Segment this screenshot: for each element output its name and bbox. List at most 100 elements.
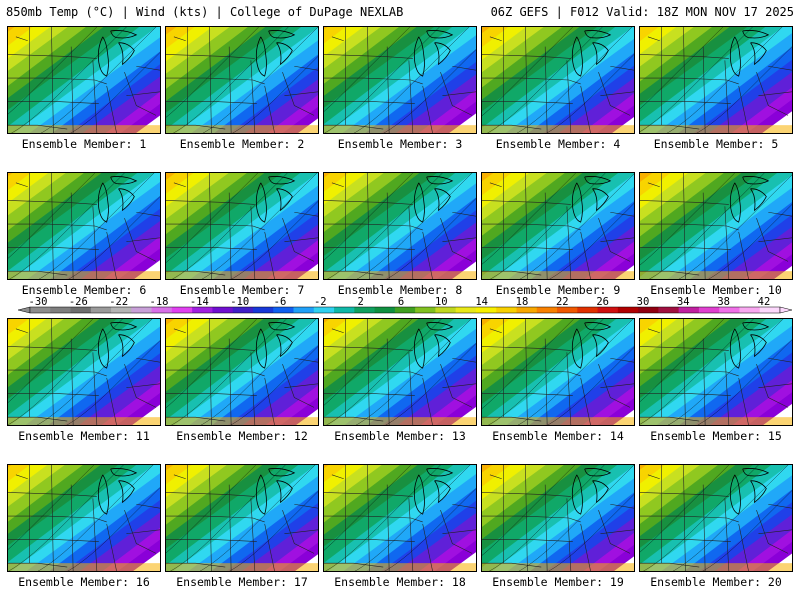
ensemble-map-panel [639,464,793,572]
ensemble-map-panel [323,26,477,134]
colorbar-swatch [658,307,680,313]
colorbar-tick-label: -10 [230,296,249,308]
ensemble-map-panel [165,26,319,134]
ensemble-member-label: Ensemble Member: 20 [650,575,782,589]
colorbar-swatch [536,307,558,313]
colorbar-tick-label: -18 [150,296,169,308]
temperature-field-map [640,319,792,425]
colorbar-graphic: -30 -26 -22 -18 -14 -10 -6 -2 2 6 10 14 18 22 26 30 34 38… [17,296,793,314]
colorbar-tick-label: 2 [358,296,364,308]
ensemble-member-label: Ensemble Member: 18 [334,575,466,589]
colorbar-swatch [516,307,538,313]
ensemble-member-label: Ensemble Member: 19 [492,575,624,589]
ensemble-map-panel [323,318,477,426]
colorbar-swatch [475,307,497,313]
colorbar-swatch [232,307,254,313]
temperature-field-map [640,465,792,571]
colorbar-swatch [212,307,234,313]
ensemble-member-label: Ensemble Member: 9 [495,283,621,297]
colorbar-tick-label: 30 [637,296,650,308]
temperature-colorbar: -30 -26 -22 -18 -14 -10 -6 -2 2 6 10 14 18 22 26 30 34 38… [0,296,800,320]
temperature-field-map [8,319,160,425]
colorbar-swatch [50,307,71,313]
colorbar-swatch [111,307,132,313]
colorbar-tick-label: -22 [109,296,128,308]
colorbar-swatch [496,307,517,313]
ensemble-map-panel [639,318,793,426]
ensemble-member-label: Ensemble Member: 14 [492,429,624,443]
colorbar-swatch [597,307,619,313]
colorbar-swatch [151,307,173,313]
temperature-field-map [324,465,476,571]
temperature-field-map [166,173,318,279]
colorbar-swatch [455,307,477,313]
temperature-field-map [166,465,318,571]
ensemble-member-label: Ensemble Member: 17 [176,575,308,589]
colorbar-swatch [171,307,193,313]
colorbar-swatch [557,307,578,313]
colorbar-swatch [638,307,659,313]
temperature-field-map [482,173,634,279]
colorbar-swatch [739,307,761,313]
temperature-field-map [482,465,634,571]
ensemble-member-label: Ensemble Member: 4 [495,137,621,151]
colorbar-swatch [374,307,396,313]
ensemble-map-panel [323,464,477,572]
colorbar-swatch [131,307,153,313]
colorbar-swatch [415,307,436,313]
ensemble-map-panel [481,464,635,572]
colorbar-tick-label: 34 [677,296,690,308]
ensemble-map-panel [165,464,319,572]
ensemble-map-panel [639,172,793,280]
temperature-field-map [482,27,634,133]
colorbar-swatch [293,307,315,313]
ensemble-map-panel [165,318,319,426]
ensemble-member-label: Ensemble Member: 5 [653,137,779,151]
colorbar-swatch [435,307,457,313]
ensemble-map-panel [7,26,161,134]
temperature-field-map [324,27,476,133]
ensemble-map-panel [481,172,635,280]
ensemble-member-label: Ensemble Member: 3 [337,137,463,151]
colorbar-swatch [577,307,598,313]
ensemble-member-label: Ensemble Member: 7 [179,283,305,297]
temperature-field-map [482,319,634,425]
colorbar-swatch [313,307,335,313]
colorbar-tick-label: 18 [516,296,529,308]
ensemble-member-label: Ensemble Member: 1 [21,137,147,151]
colorbar-swatch [759,307,781,313]
product-title: 850mb Temp (°C) | Wind (kts) | College o… [6,5,404,19]
colorbar-swatch [90,307,112,313]
colorbar-swatch [192,307,213,313]
ensemble-map-panel [323,172,477,280]
page-header: 850mb Temp (°C) | Wind (kts) | College o… [0,0,800,24]
temperature-field-map [8,27,160,133]
temperature-field-map [324,173,476,279]
ensemble-map-panel [7,318,161,426]
colorbar-swatch [70,307,92,313]
ensemble-member-label: Ensemble Member: 13 [334,429,466,443]
ensemble-map-panel [7,172,161,280]
colorbar-tick-label: 38 [717,296,730,308]
colorbar-swatch [698,307,720,313]
ensemble-member-label: Ensemble Member: 2 [179,137,305,151]
ensemble-member-label: Ensemble Member: 15 [650,429,782,443]
colorbar-tick-label: 14 [475,296,488,308]
colorbar-tick-label: -14 [190,296,209,308]
colorbar-tick-label: 26 [596,296,609,308]
colorbar-swatch [252,307,274,313]
colorbar-tick-label: -26 [69,296,88,308]
colorbar-swatch [617,307,639,313]
colorbar-tick-label: 10 [435,296,448,308]
ensemble-member-label: Ensemble Member: 6 [21,283,147,297]
colorbar-tick-label: -30 [29,296,48,308]
colorbar-swatch [719,307,740,313]
colorbar-swatch [30,307,51,313]
ensemble-member-label: Ensemble Member: 8 [337,283,463,297]
ensemble-member-label: Ensemble Member: 10 [650,283,782,297]
ensemble-map-panel [481,26,635,134]
ensemble-member-label: Ensemble Member: 11 [18,429,150,443]
colorbar-tick-label: 42 [758,296,771,308]
colorbar-tick-label: -6 [274,296,287,308]
ensemble-map-panel [639,26,793,134]
